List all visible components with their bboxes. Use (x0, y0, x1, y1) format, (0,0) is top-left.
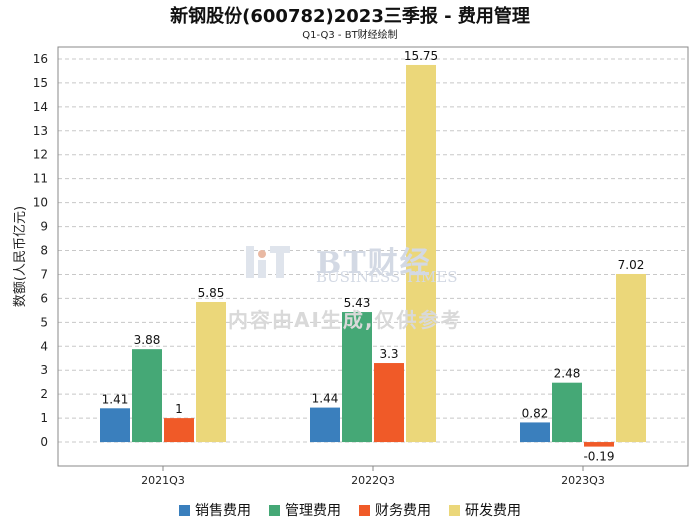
bar (616, 273, 646, 443)
chart-legend: 销售费用 管理费用 财务费用 研发费用 (0, 500, 700, 520)
bar (310, 407, 340, 443)
data-label: 1.44 (312, 392, 339, 406)
legend-item: 研发费用 (449, 500, 521, 520)
bar (406, 64, 436, 443)
watermark-brand: BT财经 (316, 246, 432, 281)
y-tick-label: 2 (40, 387, 48, 401)
y-tick-label: 6 (40, 291, 48, 305)
legend-swatch (269, 504, 280, 516)
bar (374, 363, 404, 443)
x-tick-label: 2022Q3 (351, 474, 395, 487)
data-label: 3.88 (134, 333, 161, 347)
bar (520, 422, 550, 443)
legend-item: 管理费用 (269, 500, 341, 520)
y-tick-label: 11 (33, 172, 48, 186)
legend-label: 研发费用 (465, 503, 521, 519)
y-tick-label: 5 (40, 315, 48, 329)
data-label: 5.85 (198, 286, 225, 300)
bar (164, 418, 194, 443)
y-tick-label: 4 (40, 339, 48, 353)
data-label: -0.19 (583, 450, 614, 464)
bar (342, 312, 372, 443)
y-axis-label: 数额(人民币亿元) (13, 206, 28, 307)
legend-item: 销售费用 (179, 500, 251, 520)
chart-subtitle: Q1-Q3 - BT财经绘制 (302, 30, 398, 41)
legend-swatch (359, 504, 370, 516)
legend-label: 财务费用 (375, 503, 431, 519)
bar (584, 442, 614, 447)
data-label: 2.48 (554, 367, 581, 381)
y-tick-label: 0 (40, 435, 48, 449)
y-tick-label: 10 (33, 196, 48, 210)
legend-item: 财务费用 (359, 500, 431, 520)
bar (100, 408, 130, 443)
y-tick-label: 15 (33, 76, 48, 90)
x-tick-label: 2023Q3 (561, 474, 605, 487)
bar (552, 382, 582, 443)
y-tick-label: 16 (33, 52, 48, 66)
y-tick-label: 9 (40, 220, 48, 234)
legend-swatch (449, 504, 460, 516)
watermark-brand-en: BUSINESS TIMES (316, 268, 458, 286)
legend-swatch (179, 504, 190, 516)
data-label: 1.41 (102, 392, 129, 406)
y-tick-label: 7 (40, 267, 48, 281)
x-tick-label: 2021Q3 (141, 474, 185, 487)
y-tick-label: 13 (33, 124, 48, 138)
chart-title: 新钢股份(600782)2023三季报 - 费用管理 (170, 6, 530, 27)
data-label: 1 (175, 402, 183, 416)
y-tick-label: 14 (33, 100, 48, 114)
watermark-logo-icon (246, 246, 290, 278)
data-label: 0.82 (522, 406, 549, 420)
y-tick-label: 3 (40, 363, 48, 377)
watermark-disclaimer: 内容由AI生成,仅供参考 (228, 308, 463, 332)
data-label: 3.3 (379, 347, 398, 361)
y-tick-label: 12 (33, 148, 48, 162)
bar (196, 301, 226, 443)
data-label: 15.75 (404, 49, 438, 63)
legend-label: 销售费用 (195, 503, 251, 519)
legend-label: 管理费用 (285, 503, 341, 519)
data-label: 5.43 (344, 296, 371, 310)
y-tick-label: 8 (40, 244, 48, 258)
data-label: 7.02 (618, 258, 645, 272)
y-tick-label: 1 (40, 411, 48, 425)
bar (132, 349, 162, 443)
